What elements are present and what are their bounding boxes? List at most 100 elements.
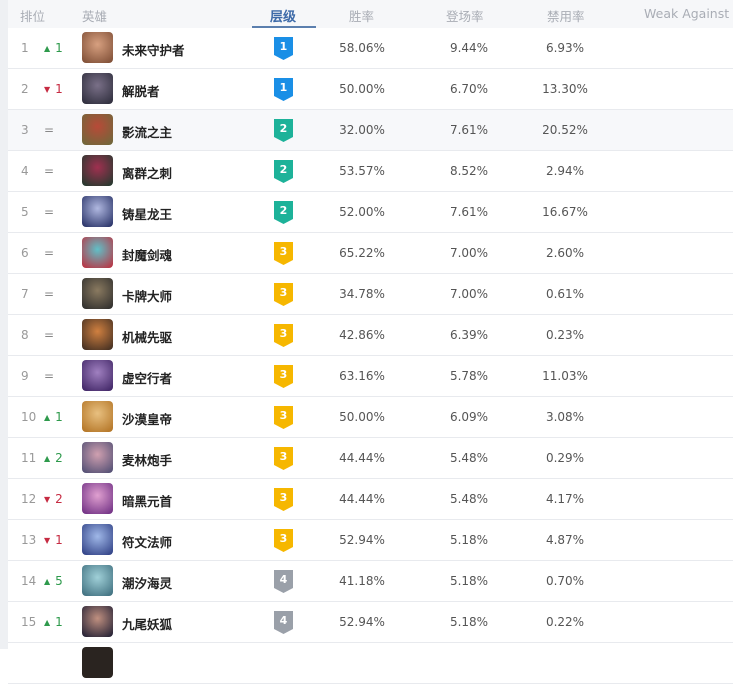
champion-name[interactable]: 麦林炮手 bbox=[122, 453, 173, 468]
champion-name[interactable]: 机械先驱 bbox=[122, 330, 173, 345]
arrow-up-icon: ▲ bbox=[44, 618, 51, 627]
header-weak-against[interactable]: Weak Against bbox=[644, 6, 730, 21]
table-row[interactable]: 4 = 离群之刺 2 53.57% 8.52% 2.94% bbox=[8, 151, 733, 192]
pick-rate: 7.61% bbox=[449, 123, 489, 137]
win-rate: 32.00% bbox=[339, 123, 385, 137]
pick-rate: 6.09% bbox=[449, 410, 489, 424]
champion-name[interactable]: 解脱者 bbox=[122, 84, 160, 99]
rank-change-value: = bbox=[44, 328, 55, 342]
ban-rate: 6.93% bbox=[545, 41, 585, 55]
tier-badge: 1 bbox=[274, 37, 293, 60]
champion-avatar[interactable] bbox=[82, 647, 113, 678]
tier-badge: 3 bbox=[274, 242, 293, 265]
champion-name[interactable]: 暗黑元首 bbox=[122, 494, 173, 509]
rank-change-value: = bbox=[44, 123, 55, 137]
champion-name[interactable]: 封魔剑魂 bbox=[122, 248, 173, 263]
champion-avatar[interactable] bbox=[82, 606, 113, 637]
tier-badge: 3 bbox=[274, 324, 293, 347]
active-sort-indicator bbox=[252, 26, 316, 28]
rank-change: ▲ 1 bbox=[44, 410, 63, 424]
table-row[interactable]: 6 = 封魔剑魂 3 65.22% 7.00% 2.60% bbox=[8, 233, 733, 274]
win-rate: 52.94% bbox=[339, 615, 385, 629]
champion-avatar[interactable] bbox=[82, 196, 113, 227]
ban-rate: 0.22% bbox=[545, 615, 585, 629]
champion-avatar[interactable] bbox=[82, 524, 113, 555]
win-rate: 44.44% bbox=[339, 492, 385, 506]
rank-change: = bbox=[44, 123, 54, 137]
table-row[interactable]: 2 ▼ 1 解脱者 1 50.00% 6.70% 13.30% bbox=[8, 69, 733, 110]
rank-change-value: 2 bbox=[55, 451, 63, 465]
table-row[interactable]: 1 ▲ 1 未来守护者 1 58.06% 9.44% 6.93% bbox=[8, 28, 733, 69]
rank-change-value: 2 bbox=[55, 492, 63, 506]
rank: 5 bbox=[21, 205, 29, 219]
table-row[interactable]: 11 ▲ 2 麦林炮手 3 44.44% 5.48% 0.29% bbox=[8, 438, 733, 479]
ban-rate: 20.52% bbox=[542, 123, 588, 137]
pick-rate: 7.61% bbox=[449, 205, 489, 219]
table-row[interactable] bbox=[8, 643, 733, 684]
table-row[interactable]: 8 = 机械先驱 3 42.86% 6.39% 0.23% bbox=[8, 315, 733, 356]
table-row[interactable]: 3 = 影流之主 2 32.00% 7.61% 20.52% bbox=[8, 110, 733, 151]
champion-name[interactable]: 九尾妖狐 bbox=[122, 617, 173, 632]
champion-name[interactable]: 潮汐海灵 bbox=[122, 576, 173, 591]
champion-name[interactable]: 铸星龙王 bbox=[122, 207, 173, 222]
champion-avatar[interactable] bbox=[82, 32, 113, 63]
champion-name[interactable]: 沙漠皇帝 bbox=[122, 412, 173, 427]
table-row[interactable]: 10 ▲ 1 沙漠皇帝 3 50.00% 6.09% 3.08% bbox=[8, 397, 733, 438]
header-hero[interactable]: 英雄 bbox=[82, 9, 108, 24]
arrow-down-icon: ▼ bbox=[44, 536, 51, 545]
champion-avatar[interactable] bbox=[82, 237, 113, 268]
champion-name[interactable]: 虚空行者 bbox=[122, 371, 173, 386]
rank-change: = bbox=[44, 328, 54, 342]
table-row[interactable]: 7 = 卡牌大师 3 34.78% 7.00% 0.61% bbox=[8, 274, 733, 315]
champion-name[interactable]: 符文法师 bbox=[122, 535, 173, 550]
arrow-up-icon: ▲ bbox=[44, 44, 51, 53]
pick-rate: 5.48% bbox=[449, 492, 489, 506]
champion-avatar[interactable] bbox=[82, 155, 113, 186]
header-rank[interactable]: 排位 bbox=[20, 9, 46, 24]
rank-change-value: = bbox=[44, 246, 55, 260]
rank-change-value: 1 bbox=[55, 410, 63, 424]
table-row[interactable]: 5 = 铸星龙王 2 52.00% 7.61% 16.67% bbox=[8, 192, 733, 233]
rank-change: = bbox=[44, 287, 54, 301]
champion-avatar[interactable] bbox=[82, 278, 113, 309]
rank-change: ▲ 2 bbox=[44, 451, 63, 465]
champion-avatar[interactable] bbox=[82, 401, 113, 432]
pick-rate: 6.70% bbox=[449, 82, 489, 96]
champion-avatar[interactable] bbox=[82, 114, 113, 145]
table-row[interactable]: 13 ▼ 1 符文法师 3 52.94% 5.18% 4.87% bbox=[8, 520, 733, 561]
ban-rate: 2.94% bbox=[545, 164, 585, 178]
table-row[interactable]: 9 = 虚空行者 3 63.16% 5.78% 11.03% bbox=[8, 356, 733, 397]
ban-rate: 0.29% bbox=[545, 451, 585, 465]
champion-avatar[interactable] bbox=[82, 360, 113, 391]
rank: 6 bbox=[21, 246, 29, 260]
rank-change-value: 5 bbox=[55, 574, 63, 588]
champion-name[interactable]: 影流之主 bbox=[122, 125, 173, 140]
tier-badge: 3 bbox=[274, 488, 293, 511]
champion-avatar[interactable] bbox=[82, 483, 113, 514]
pick-rate: 5.78% bbox=[449, 369, 489, 383]
rank-change: ▼ 1 bbox=[44, 533, 63, 547]
win-rate: 50.00% bbox=[339, 82, 385, 96]
table-row[interactable]: 12 ▼ 2 暗黑元首 3 44.44% 5.48% 4.17% bbox=[8, 479, 733, 520]
table-row[interactable]: 15 ▲ 1 九尾妖狐 4 52.94% 5.18% 0.22% bbox=[8, 602, 733, 643]
ban-rate: 0.61% bbox=[545, 287, 585, 301]
header-pick-rate[interactable]: 登场率 bbox=[446, 9, 484, 24]
ban-rate: 3.08% bbox=[545, 410, 585, 424]
table-row[interactable]: 14 ▲ 5 潮汐海灵 4 41.18% 5.18% 0.70% bbox=[8, 561, 733, 602]
rank-change: = bbox=[44, 369, 54, 383]
left-edge bbox=[0, 0, 8, 649]
champion-name[interactable]: 离群之刺 bbox=[122, 166, 173, 181]
champion-name[interactable]: 未来守护者 bbox=[122, 43, 185, 58]
champion-avatar[interactable] bbox=[82, 442, 113, 473]
champion-avatar[interactable] bbox=[82, 319, 113, 350]
header-win-rate[interactable]: 胜率 bbox=[349, 9, 375, 24]
win-rate: 52.94% bbox=[339, 533, 385, 547]
header-tier[interactable]: 层级 bbox=[270, 10, 297, 25]
champion-avatar[interactable] bbox=[82, 73, 113, 104]
champion-avatar[interactable] bbox=[82, 565, 113, 596]
champion-name[interactable]: 卡牌大师 bbox=[122, 289, 173, 304]
arrow-up-icon: ▲ bbox=[44, 577, 51, 586]
rank: 1 bbox=[21, 41, 29, 55]
header-ban-rate[interactable]: 禁用率 bbox=[547, 9, 585, 24]
win-rate: 34.78% bbox=[339, 287, 385, 301]
